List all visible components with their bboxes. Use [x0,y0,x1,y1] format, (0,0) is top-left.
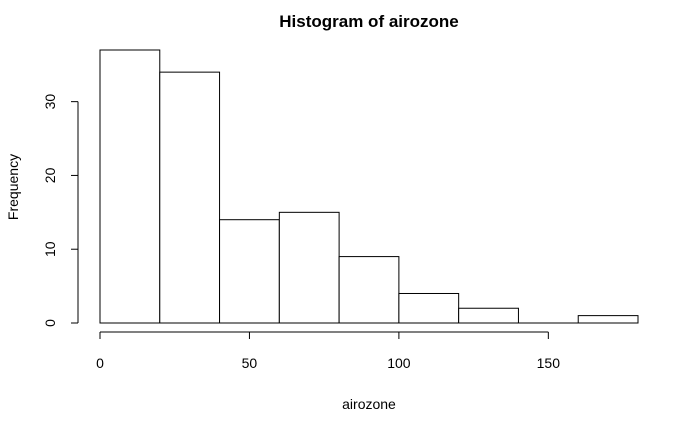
x-tick-label-1: 50 [242,355,258,371]
chart-title: Histogram of airozone [279,12,458,31]
y-tick-label-2: 20 [42,167,58,183]
histogram-bar-0 [99,49,161,324]
x-tick-label-3: 150 [537,355,561,371]
x-tick-label-0: 0 [96,355,104,371]
bars-group [99,49,639,324]
histogram-bar-6 [458,307,519,324]
y-axis-label: Frequency [5,154,21,220]
histogram-bar-2 [219,219,280,324]
y-axis: 0 10 20 30 [42,94,79,327]
x-axis-label: airozone [342,396,396,412]
histogram-bar-4 [338,256,400,324]
x-tick-label-2: 100 [387,355,411,371]
y-tick-label-0: 0 [42,319,58,327]
histogram-bar-3 [278,211,340,324]
y-tick-label-1: 10 [42,241,58,257]
histogram-bar-8 [577,315,639,324]
x-axis: 0 50 100 150 [96,331,561,371]
histogram-bar-5 [398,292,460,324]
histogram-bar-1 [159,71,221,324]
y-tick-label-3: 30 [42,94,58,110]
